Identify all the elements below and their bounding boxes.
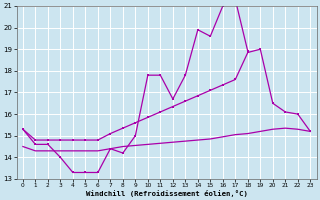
X-axis label: Windchill (Refroidissement éolien,°C): Windchill (Refroidissement éolien,°C) bbox=[86, 190, 248, 197]
